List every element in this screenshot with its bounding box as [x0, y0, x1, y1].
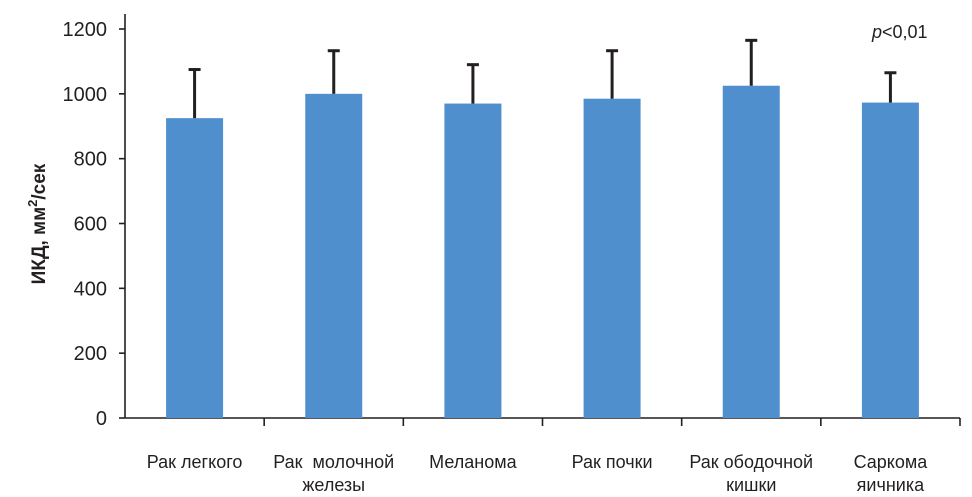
bar	[305, 93, 363, 418]
y-tick-label: 800	[74, 149, 107, 171]
y-tick-label: 0	[96, 408, 107, 430]
bar	[444, 103, 502, 418]
x-category-label: Рак почки	[572, 452, 653, 472]
error-bars	[188, 38, 897, 119]
y-tick-label: 400	[74, 278, 107, 300]
x-category-label: Меланома	[429, 452, 517, 472]
significance-annotation: p<0,01	[871, 22, 928, 42]
y-tick-label: 1200	[63, 19, 108, 41]
y-axis-label: ИКД, мм2/сек	[25, 163, 50, 284]
x-category-label: Рак ободочной кишки	[689, 452, 813, 495]
x-category-label: Рак молочной железы	[273, 452, 394, 495]
x-axis: Рак легкого Рак молочной железы Меланома Рак…	[125, 417, 961, 495]
y-tick-label: 200	[74, 343, 107, 365]
y-tick-label: 1000	[63, 84, 108, 106]
bar	[583, 98, 641, 418]
x-category-label: Саркома яичника	[854, 452, 929, 495]
bars	[166, 85, 919, 419]
bar	[722, 85, 780, 419]
y-axis: 0 200 400 600 800 1000 1200	[63, 14, 126, 430]
y-tick-label: 600	[74, 214, 107, 236]
bar	[166, 118, 224, 418]
bar	[861, 102, 919, 419]
x-category-label: Рак легкого	[147, 452, 243, 472]
